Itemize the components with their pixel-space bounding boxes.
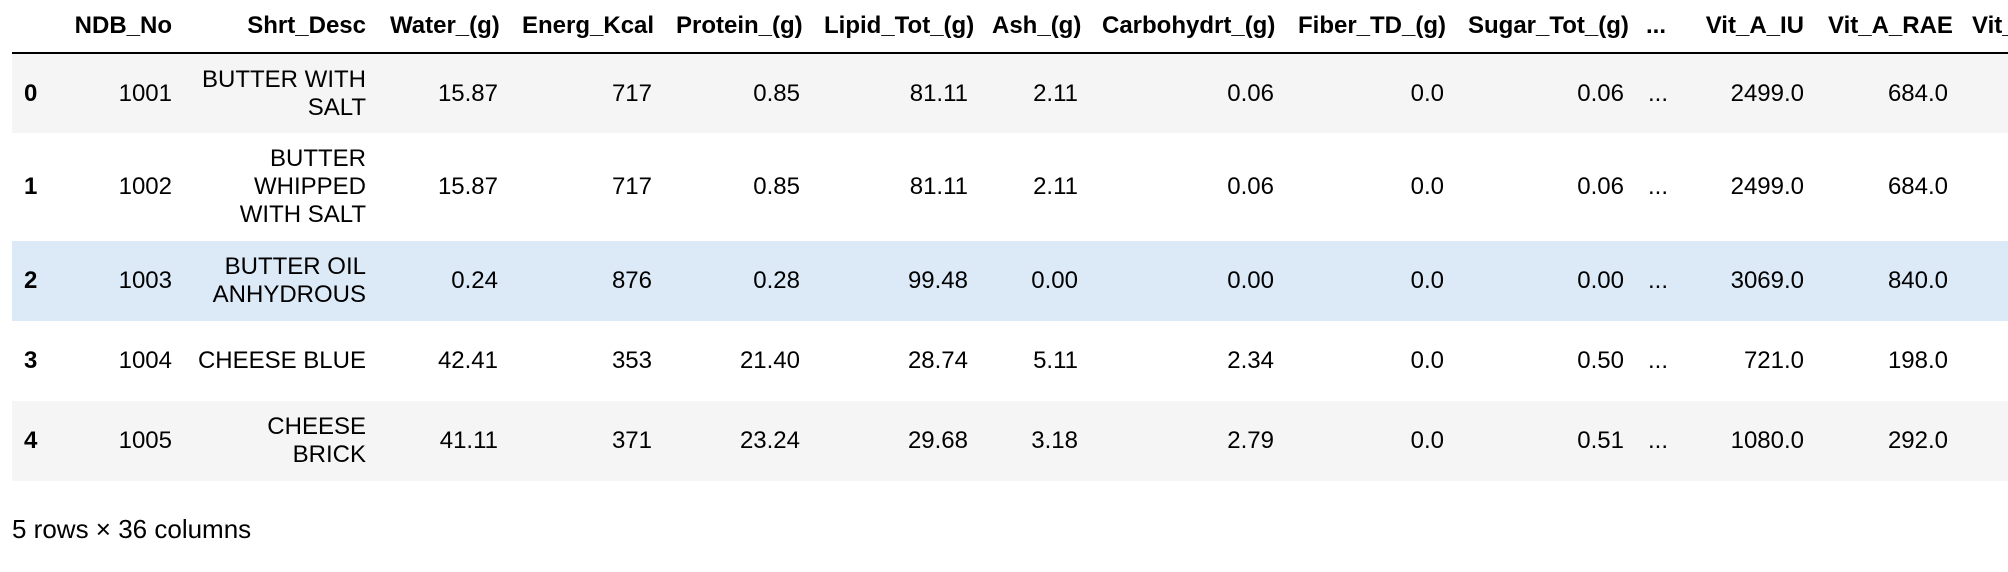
notebook-output-area: NDB_No Shrt_Desc Water_(g) Energ_Kcal Pr…: [12, 0, 2008, 572]
cell-sugar-tot: 0.06: [1577, 173, 1624, 200]
table-row: 3 1004 CHEESE BLUE 42.41 353 21.40 28.74…: [12, 321, 2008, 401]
header-vit-e: Vit_E_: [1960, 0, 2008, 54]
cell-fiber-td: 0.0: [1410, 173, 1444, 200]
cell-vit-e: [1960, 401, 2008, 481]
cell-protein: 0.85: [753, 173, 800, 200]
dataframe-shape-caption: 5 rows × 36 columns: [12, 514, 252, 544]
table-row-hovered: 2 1003 BUTTER OIL ANHYDROUS 0.24 876 0.2…: [12, 241, 2008, 321]
cell-lipid-tot: 28.74: [907, 347, 968, 374]
cell-vit-a-rae: 198.0: [1887, 347, 1948, 374]
header-energ-kcal: Energ_Kcal: [510, 0, 664, 54]
cell-fiber-td: 0.0: [1410, 267, 1444, 294]
cell-ash: 2.11: [1033, 79, 1078, 107]
cell-ellipsis: ...: [1648, 267, 1669, 294]
cell-fiber-td: 0.0: [1410, 347, 1444, 374]
cell-energ-kcal: 717: [611, 173, 652, 200]
cell-sugar-tot: 0.00: [1577, 267, 1624, 294]
cell-carbohydrt: 2.79: [1227, 427, 1274, 454]
cell-lipid-tot: 29.68: [907, 427, 968, 454]
cell-shrt-desc: CHEESE BLUE: [197, 347, 366, 374]
header-ash: Ash_(g): [980, 0, 1090, 54]
cell-water: 41.11: [439, 427, 498, 454]
cell-vit-e: [1960, 53, 2008, 133]
header-index: [12, 0, 56, 54]
cell-shrt-desc: BUTTER WITH SALT: [202, 65, 366, 121]
header-water: Water_(g): [378, 0, 510, 54]
cell-energ-kcal: 371: [611, 427, 652, 454]
cell-protein: 0.85: [753, 79, 800, 107]
header-fiber-td: Fiber_TD_(g): [1286, 0, 1456, 54]
cell-vit-a-rae: 292.0: [1887, 427, 1948, 454]
cell-water: 42.41: [437, 347, 498, 374]
cell-ash: 0.00: [1031, 267, 1078, 294]
cell-water: 15.87: [437, 173, 498, 200]
cell-carbohydrt: 0.06: [1227, 173, 1274, 200]
cell-ash: 3.18: [1031, 427, 1078, 454]
table-row: 0 1001 BUTTER WITH SALT 15.87 717 0.85 8…: [12, 53, 2008, 133]
cell-shrt-desc: BUTTER WHIPPED WITH SALT: [239, 145, 366, 228]
cell-ash: 5.11: [1033, 347, 1078, 374]
row-index: 4: [24, 427, 38, 454]
cell-vit-a-iu: 2499.0: [1730, 79, 1804, 107]
cell-vit-a-iu: 3069.0: [1730, 267, 1804, 294]
cell-sugar-tot: 0.51: [1577, 427, 1624, 454]
header-ndb-no: NDB_No: [56, 0, 184, 54]
cell-ndb-no: 1003: [118, 267, 172, 294]
cell-vit-a-rae: 684.0: [1887, 173, 1948, 200]
header-row: NDB_No Shrt_Desc Water_(g) Energ_Kcal Pr…: [12, 0, 2008, 54]
cell-ndb-no: 1001: [118, 79, 172, 107]
cell-water: 0.24: [451, 267, 498, 294]
cell-ndb-no: 1004: [118, 347, 172, 374]
cell-protein: 0.28: [753, 267, 800, 294]
cell-energ-kcal: 876: [611, 267, 652, 294]
cell-fiber-td: 0.0: [1410, 79, 1444, 107]
cell-lipid-tot: 99.48: [907, 267, 968, 294]
cell-protein: 23.24: [739, 427, 800, 454]
cell-shrt-desc: BUTTER OIL ANHYDROUS: [212, 253, 366, 308]
row-index: 1: [24, 173, 38, 200]
cell-carbohydrt: 0.06: [1227, 79, 1274, 107]
cell-ndb-no: 1002: [118, 173, 172, 200]
cell-ellipsis: ...: [1648, 427, 1669, 454]
table-row: 1 1002 BUTTER WHIPPED WITH SALT 15.87 71…: [12, 133, 2008, 241]
cell-vit-a-iu: 2499.0: [1730, 173, 1804, 200]
cell-vit-e: [1960, 241, 2008, 321]
cell-ellipsis: ...: [1648, 347, 1669, 374]
cell-shrt-desc: CHEESE BRICK: [267, 413, 366, 468]
cell-lipid-tot: 81.11: [909, 173, 968, 200]
cell-vit-e: [1960, 321, 2008, 401]
table-row: 4 1005 CHEESE BRICK 41.11 371 23.24 29.6…: [12, 401, 2008, 481]
row-index: 3: [24, 347, 38, 374]
cell-carbohydrt: 2.34: [1227, 347, 1274, 374]
cell-energ-kcal: 353: [611, 347, 652, 374]
row-index: 2: [24, 267, 38, 294]
cell-vit-a-rae: 684.0: [1887, 79, 1948, 107]
dataframe-table: NDB_No Shrt_Desc Water_(g) Energ_Kcal Pr…: [12, 0, 2008, 481]
cell-lipid-tot: 81.11: [909, 79, 968, 107]
cell-vit-a-rae: 840.0: [1887, 267, 1948, 294]
header-ellipsis: ...: [1636, 0, 1676, 54]
cell-sugar-tot: 0.06: [1577, 79, 1624, 107]
header-sugar-tot: Sugar_Tot_(g): [1456, 0, 1636, 54]
header-shrt-desc: Shrt_Desc: [184, 0, 378, 54]
cell-ellipsis: ...: [1648, 79, 1669, 107]
cell-ash: 2.11: [1033, 173, 1078, 200]
cell-vit-e: [1960, 133, 2008, 241]
cell-protein: 21.40: [739, 347, 800, 374]
header-lipid-tot: Lipid_Tot_(g): [812, 0, 980, 54]
header-vit-a-rae: Vit_A_RAE: [1816, 0, 1960, 54]
row-index: 0: [24, 79, 38, 107]
header-protein: Protein_(g): [664, 0, 812, 54]
header-carbohydrt: Carbohydrt_(g): [1090, 0, 1286, 54]
cell-water: 15.87: [437, 79, 498, 107]
cell-vit-a-iu: 721.0: [1743, 347, 1804, 374]
header-vit-a-iu: Vit_A_IU: [1676, 0, 1816, 54]
cell-carbohydrt: 0.00: [1227, 267, 1274, 294]
cell-ndb-no: 1005: [118, 427, 172, 454]
cell-vit-a-iu: 1080.0: [1730, 427, 1804, 454]
cell-ellipsis: ...: [1648, 173, 1669, 200]
cell-energ-kcal: 717: [611, 79, 652, 107]
cell-fiber-td: 0.0: [1410, 427, 1444, 454]
cell-sugar-tot: 0.50: [1577, 347, 1624, 374]
